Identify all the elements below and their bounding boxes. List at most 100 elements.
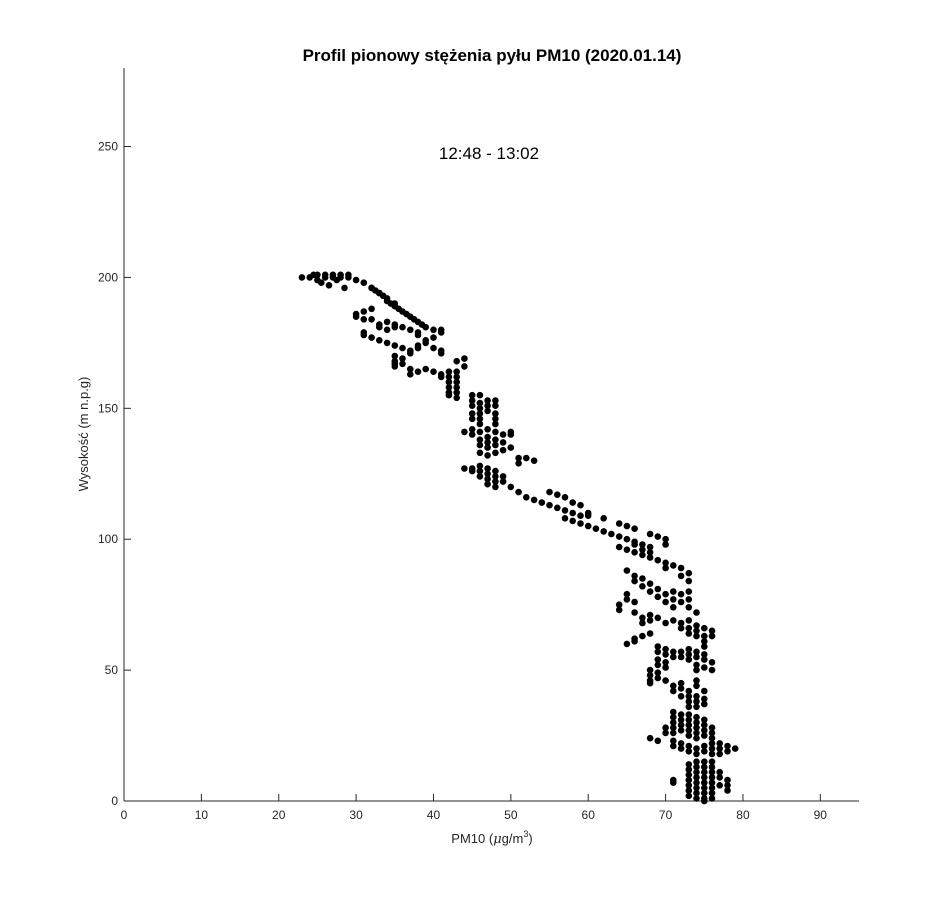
data-point <box>515 488 522 496</box>
data-point <box>414 344 422 352</box>
data-point <box>318 279 325 287</box>
data-point <box>685 732 693 739</box>
data-point <box>391 352 399 360</box>
data-point <box>670 682 677 690</box>
data-point <box>685 711 693 718</box>
data-point <box>407 365 414 373</box>
data-point <box>376 289 383 297</box>
data-point <box>484 426 491 433</box>
data-point <box>724 787 731 794</box>
data-point <box>685 787 693 794</box>
data-point <box>383 326 391 334</box>
data-point <box>646 549 654 556</box>
data-point <box>461 428 468 436</box>
data-point <box>484 475 491 483</box>
x-tick-label: 70 <box>659 808 673 822</box>
data-point <box>662 729 669 737</box>
data-point <box>577 520 584 527</box>
data-point <box>677 653 685 661</box>
data-point <box>693 622 700 629</box>
data-point <box>646 734 654 742</box>
data-point <box>677 590 685 598</box>
data-point <box>484 397 491 404</box>
chart-title: Profil pionowy stężenia pyłu PM10 (2020.… <box>303 46 682 65</box>
data-point <box>561 515 569 522</box>
data-point <box>623 567 631 574</box>
x-tick-label: 60 <box>582 808 596 822</box>
data-point <box>345 271 352 279</box>
data-point <box>476 405 484 412</box>
data-point <box>693 795 700 802</box>
data-point <box>646 679 654 687</box>
data-point <box>615 606 623 614</box>
axes <box>123 68 859 802</box>
data-point <box>654 556 662 564</box>
data-point <box>708 724 716 731</box>
data-point <box>646 588 654 595</box>
data-point <box>430 368 437 376</box>
x-tick-label: 30 <box>349 808 363 822</box>
data-point <box>708 750 716 758</box>
data-point <box>716 745 723 752</box>
data-point <box>422 339 430 347</box>
data-point <box>430 326 437 334</box>
data-point <box>701 748 708 755</box>
data-point <box>376 337 383 344</box>
y-axis-label: Wysokość (m n.p.g) <box>76 377 91 492</box>
data-point <box>693 713 700 721</box>
data-point <box>724 742 731 750</box>
data-point <box>453 384 461 391</box>
data-point <box>484 444 491 451</box>
data-point <box>677 711 685 718</box>
data-point <box>530 457 538 465</box>
data-point <box>670 713 677 721</box>
data-point <box>325 282 333 289</box>
data-point <box>453 368 461 376</box>
data-point <box>492 415 499 423</box>
data-point <box>468 467 476 475</box>
data-point <box>468 415 476 423</box>
data-point <box>677 624 685 632</box>
data-point <box>677 727 685 734</box>
data-point <box>685 651 693 658</box>
data-point <box>569 517 576 525</box>
data-point <box>701 656 708 663</box>
data-point <box>662 619 669 627</box>
data-point <box>693 745 700 752</box>
data-point <box>708 632 716 640</box>
data-point <box>670 742 677 750</box>
data-point <box>561 494 569 501</box>
data-point <box>484 439 491 446</box>
data-point <box>716 768 723 776</box>
data-point <box>569 509 576 517</box>
data-point <box>631 541 638 548</box>
data-point <box>685 761 693 768</box>
data-point <box>701 758 708 765</box>
data-point <box>383 339 391 347</box>
data-point <box>685 617 693 624</box>
data-point <box>693 677 700 684</box>
data-point <box>352 276 360 284</box>
data-point <box>646 543 654 551</box>
data-point <box>677 716 685 724</box>
x-label-superscript: 3 <box>523 829 528 839</box>
data-point <box>724 782 731 789</box>
data-point <box>476 428 484 436</box>
data-point <box>646 580 654 587</box>
data-point <box>623 546 631 553</box>
data-point <box>546 501 553 509</box>
data-point <box>685 624 693 632</box>
data-point <box>608 530 615 538</box>
data-point <box>468 431 476 438</box>
data-point <box>584 522 592 530</box>
data-point <box>701 716 708 724</box>
data-point <box>453 389 461 396</box>
data-point <box>507 431 515 438</box>
data-point <box>670 617 677 624</box>
data-point <box>693 724 700 731</box>
data-point <box>437 329 445 336</box>
data-point <box>515 454 522 462</box>
data-point <box>476 467 484 475</box>
data-point <box>329 271 337 279</box>
data-point <box>685 742 693 750</box>
